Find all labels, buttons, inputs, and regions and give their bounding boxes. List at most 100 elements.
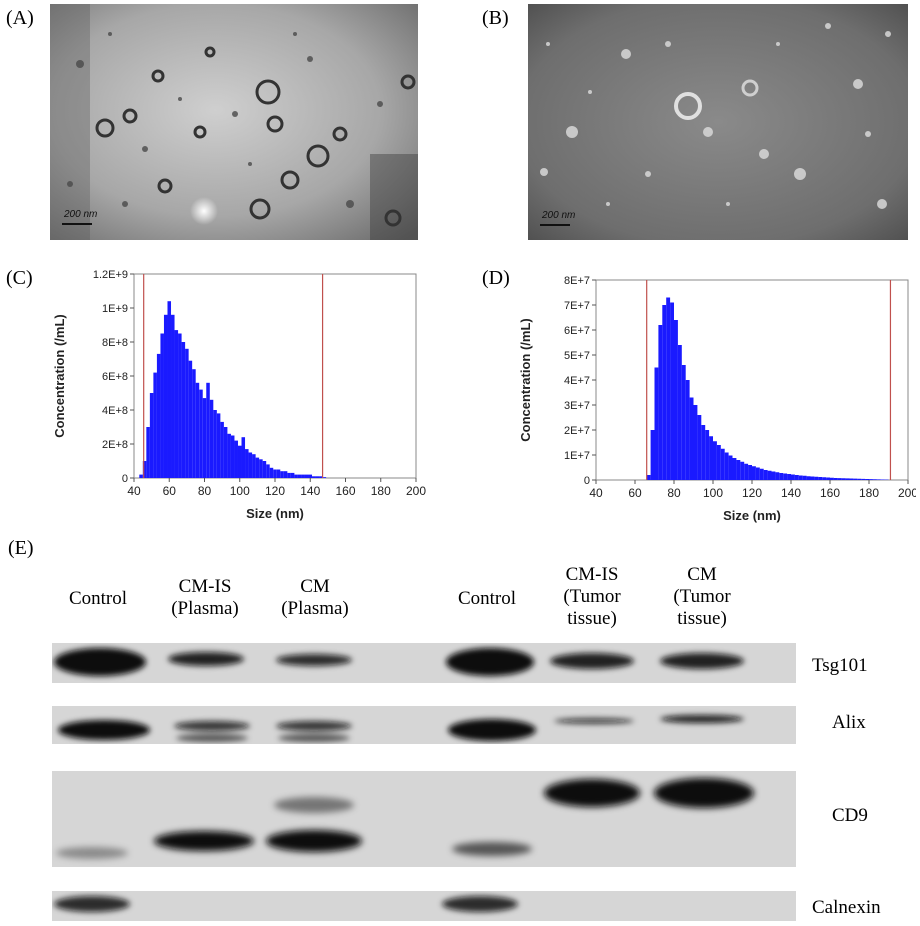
histogram-bar: [646, 475, 651, 480]
tem-image-b: 200 nm: [528, 4, 908, 240]
histogram-bar: [149, 393, 154, 478]
y-tick-label: 4E+8: [102, 405, 128, 417]
panel-label-a: (A): [6, 7, 34, 29]
y-tick-label: 6E+8: [102, 371, 128, 383]
histogram-bar: [245, 449, 249, 478]
histogram-bar: [783, 473, 788, 480]
y-axis-label: Concentration (/mL): [52, 314, 67, 438]
scale-bar-b: [540, 224, 570, 226]
x-tick-label: 140: [781, 486, 801, 500]
histogram-bar: [670, 302, 674, 480]
histogram-bar: [806, 476, 811, 480]
scale-label-a: 200 nm: [64, 209, 98, 220]
histogram-bar: [188, 360, 193, 478]
histogram-bar: [810, 476, 815, 480]
y-tick-label: 0: [584, 475, 590, 487]
y-axis-label: Concentration (/mL): [518, 318, 533, 442]
histogram-bar: [181, 342, 186, 478]
histogram-bar: [223, 427, 228, 478]
histogram-bar: [720, 448, 725, 480]
histogram-bar: [693, 405, 698, 480]
histogram-bar: [837, 478, 842, 480]
histogram-bar: [216, 413, 221, 478]
x-tick-label: 80: [198, 484, 212, 498]
histogram-bar: [798, 475, 803, 480]
x-tick-label: 160: [820, 486, 840, 500]
scale-bar-a: [62, 223, 92, 225]
histogram-bar: [308, 474, 313, 478]
histogram-bar: [304, 474, 309, 478]
histogram-bar: [206, 382, 210, 478]
y-tick-label: 5E+7: [564, 350, 590, 362]
tem-image-a: 200 nm: [50, 4, 418, 240]
histogram-bar: [736, 460, 741, 480]
histogram-bar: [658, 325, 663, 480]
histogram-bar: [195, 382, 200, 478]
histogram-bar: [752, 466, 756, 480]
marker-cd9: CD9: [832, 805, 868, 826]
lane-label-5: CM-IS (Tumor tissue): [563, 564, 621, 629]
histogram-bar: [252, 454, 256, 478]
histogram-bar: [802, 475, 807, 480]
histogram-bar: [654, 367, 659, 480]
blot-cd9: [52, 771, 796, 867]
histogram-bar: [830, 477, 834, 480]
histogram-bar: [213, 410, 217, 478]
histogram-bar: [280, 471, 284, 478]
histogram-bar: [857, 478, 862, 480]
histogram-bar: [833, 478, 838, 480]
histogram-bar: [273, 469, 277, 478]
histogram-bar: [681, 365, 686, 480]
histogram-bar: [876, 479, 881, 480]
histogram-bar: [861, 478, 866, 480]
histogram-bar: [153, 372, 157, 478]
histogram-bar: [869, 479, 873, 480]
histogram-bar: [230, 435, 235, 478]
histogram-bar: [163, 314, 168, 478]
x-tick-label: 160: [335, 484, 355, 498]
lane-label-3: CM (Plasma): [281, 576, 349, 619]
histogram-bar: [716, 445, 721, 480]
histogram-bar: [755, 467, 760, 480]
histogram-bar: [156, 353, 161, 478]
histogram-bar: [241, 437, 246, 478]
x-tick-label: 120: [265, 484, 285, 498]
x-tick-label: 200: [898, 486, 916, 500]
histogram-bar: [845, 478, 850, 480]
histogram-bar: [724, 452, 729, 480]
y-tick-label: 6E+7: [564, 325, 590, 337]
x-axis-label: Size (nm): [723, 508, 781, 523]
histogram-bar: [771, 471, 776, 480]
x-tick-label: 180: [859, 486, 879, 500]
marker-calnexin: Calnexin: [812, 897, 881, 918]
histogram-bar: [674, 320, 678, 480]
panel-label-b: (B): [482, 7, 509, 29]
histogram-bar: [259, 459, 263, 478]
histogram-bar: [767, 470, 772, 480]
y-tick-label: 7E+7: [564, 300, 590, 312]
histogram-bar: [248, 452, 253, 478]
histogram-bar: [290, 472, 295, 478]
x-axis-label: Size (nm): [246, 506, 304, 521]
histogram-bar: [689, 397, 694, 480]
histogram-bar: [312, 476, 316, 478]
plot-area: [595, 279, 909, 481]
panel-label-c: (C): [6, 267, 33, 289]
x-tick-label: 200: [406, 484, 426, 498]
histogram-bar: [697, 415, 702, 480]
histogram-bar: [276, 469, 281, 478]
histogram-bar: [199, 389, 203, 478]
histogram-bar: [728, 455, 733, 480]
histogram-bar: [865, 479, 869, 480]
histogram-bar: [297, 474, 302, 478]
x-tick-label: 100: [703, 486, 723, 500]
blot-tsg101: [52, 643, 796, 683]
marker-alix: Alix: [832, 712, 866, 733]
x-tick-label: 140: [300, 484, 320, 498]
histogram-bar: [849, 478, 854, 480]
histogram-bar: [666, 297, 671, 480]
histogram-bar: [234, 440, 238, 478]
histogram-bar: [322, 477, 327, 478]
nta-chart-d: 40 60 80 100 120 140 160 180 200 0 1E+7 2E+7 3E+7 4E+…: [516, 262, 918, 532]
histogram-bar: [650, 430, 655, 480]
